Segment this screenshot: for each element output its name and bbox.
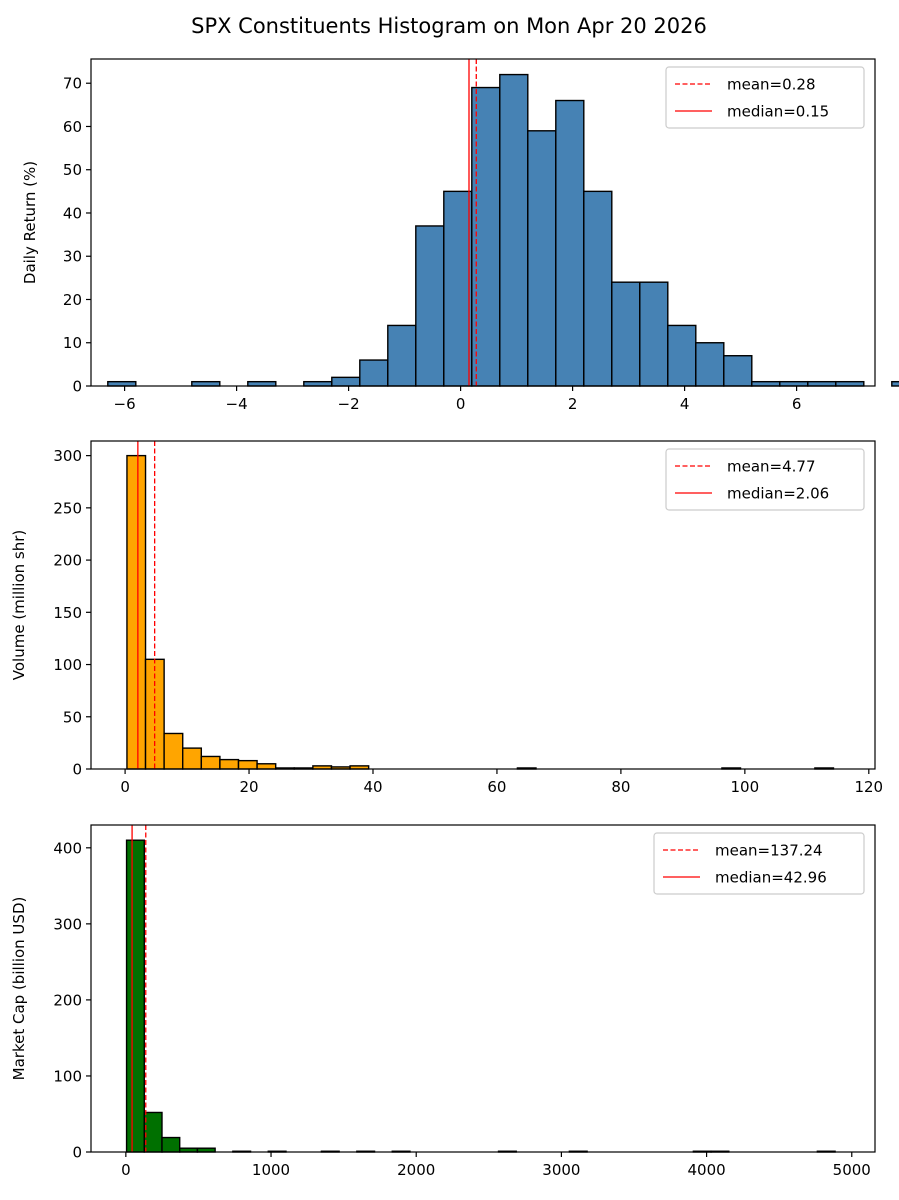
histogram-bar [200, 755, 221, 770]
figure-title: SPX Constituents Histogram on Mon Apr 20… [191, 14, 707, 38]
histogram-bar [695, 342, 725, 387]
x-tick-label: 100 [731, 778, 760, 796]
y-tick-label: 0 [72, 378, 82, 396]
histogram-bar [835, 380, 865, 387]
y-tick-label: 100 [53, 656, 82, 674]
y-tick-label: 60 [63, 118, 82, 136]
histogram-bar [256, 763, 277, 770]
histogram-bar [387, 324, 417, 387]
x-tick-label: −6 [114, 395, 136, 413]
y-tick-label: 30 [63, 248, 82, 266]
histogram-bar [415, 225, 445, 387]
legend: mean=4.77 median=2.06 [665, 448, 865, 511]
y-tick-label: 20 [63, 291, 82, 309]
histogram-bar [891, 380, 899, 387]
legend-box [665, 448, 865, 511]
histogram-bar [807, 380, 837, 387]
axes-frame [90, 440, 876, 770]
y-tick-label: 200 [53, 991, 82, 1009]
y-tick-label: 300 [53, 915, 82, 933]
x-tick-label: 60 [487, 778, 506, 796]
legend-median-label: median=0.15 [727, 103, 829, 121]
legend-box [653, 832, 865, 895]
histogram-bar [331, 376, 361, 387]
y-axis-label: Daily Return (%) [21, 161, 39, 284]
histogram-bar [499, 73, 529, 387]
x-tick-label: 2000 [397, 1161, 435, 1179]
x-tick-label: 6 [792, 395, 802, 413]
histogram-bar [163, 732, 184, 770]
legend-mean-label: mean=137.24 [715, 842, 823, 860]
histogram-bar [182, 747, 203, 770]
y-tick-label: 300 [53, 447, 82, 465]
y-tick-label: 100 [53, 1067, 82, 1085]
x-tick-label: 0 [121, 1161, 131, 1179]
x-tick-label: 80 [611, 778, 630, 796]
y-tick-label: 50 [63, 161, 82, 179]
axes-frame [90, 58, 876, 387]
volume-histogram-panel: 0 20 40 60 80 100 120 0 50 100 150 200 250 300 Volume … [10, 440, 883, 796]
histogram-bar [751, 380, 781, 387]
x-tick-label: 0 [456, 395, 466, 413]
histogram-bar [191, 380, 221, 387]
axes-frame [90, 824, 876, 1153]
histogram-bar [359, 359, 389, 387]
histogram-bar [611, 281, 641, 387]
legend: mean=137.24 median=42.96 [653, 832, 865, 895]
histogram-bar [555, 99, 585, 387]
x-tick-label: 1000 [252, 1161, 290, 1179]
x-tick-label: 20 [239, 778, 258, 796]
x-tick-label: 3000 [542, 1161, 580, 1179]
histogram-bar [125, 839, 145, 1153]
legend-mean-label: mean=4.77 [727, 458, 816, 476]
histogram-bar [723, 355, 753, 387]
y-tick-label: 70 [63, 75, 82, 93]
histogram-bar [107, 380, 137, 387]
y-tick-label: 200 [53, 552, 82, 570]
x-tick-label: 40 [363, 778, 382, 796]
histogram-bar [161, 1136, 181, 1153]
y-axis-label: Market Cap (billion USD) [10, 897, 28, 1081]
x-tick-label: 4 [680, 395, 690, 413]
y-tick-label: 50 [63, 708, 82, 726]
histogram-bar [583, 190, 613, 387]
histogram-bar [143, 1111, 163, 1153]
x-tick-label: 5000 [833, 1161, 871, 1179]
histogram-bar [527, 130, 557, 387]
y-tick-label: 250 [53, 499, 82, 517]
market-cap-histogram-panel: 0 1000 2000 3000 4000 5000 0 100 200 300 400 Market… [10, 824, 876, 1179]
legend-median-label: median=42.96 [715, 869, 827, 887]
histogram-bar [219, 758, 240, 770]
histogram-bar [237, 759, 258, 770]
histogram-bar [667, 324, 697, 387]
legend-median-label: median=2.06 [727, 485, 829, 503]
x-tick-label: 120 [854, 778, 883, 796]
y-tick-label: 0 [72, 761, 82, 779]
x-tick-label: 0 [120, 778, 130, 796]
y-tick-label: 40 [63, 204, 82, 222]
y-tick-label: 150 [53, 604, 82, 622]
histogram-bar [443, 190, 473, 387]
legend: mean=0.28 median=0.15 [665, 66, 865, 129]
histogram-bar [247, 380, 277, 387]
histogram-bar [779, 380, 809, 387]
y-tick-label: 0 [72, 1144, 82, 1162]
histogram-bar [639, 281, 669, 387]
legend-box [665, 66, 865, 129]
y-axis-label: Volume (million shr) [10, 530, 28, 680]
x-tick-label: −2 [338, 395, 360, 413]
x-tick-label: 4000 [687, 1161, 725, 1179]
y-tick-label: 10 [63, 334, 82, 352]
x-tick-label: 2 [568, 395, 578, 413]
legend-mean-label: mean=0.28 [727, 76, 816, 94]
x-tick-label: −4 [226, 395, 248, 413]
y-tick-label: 400 [53, 839, 82, 857]
histogram-bar [303, 380, 333, 387]
histogram-bar [126, 454, 147, 770]
